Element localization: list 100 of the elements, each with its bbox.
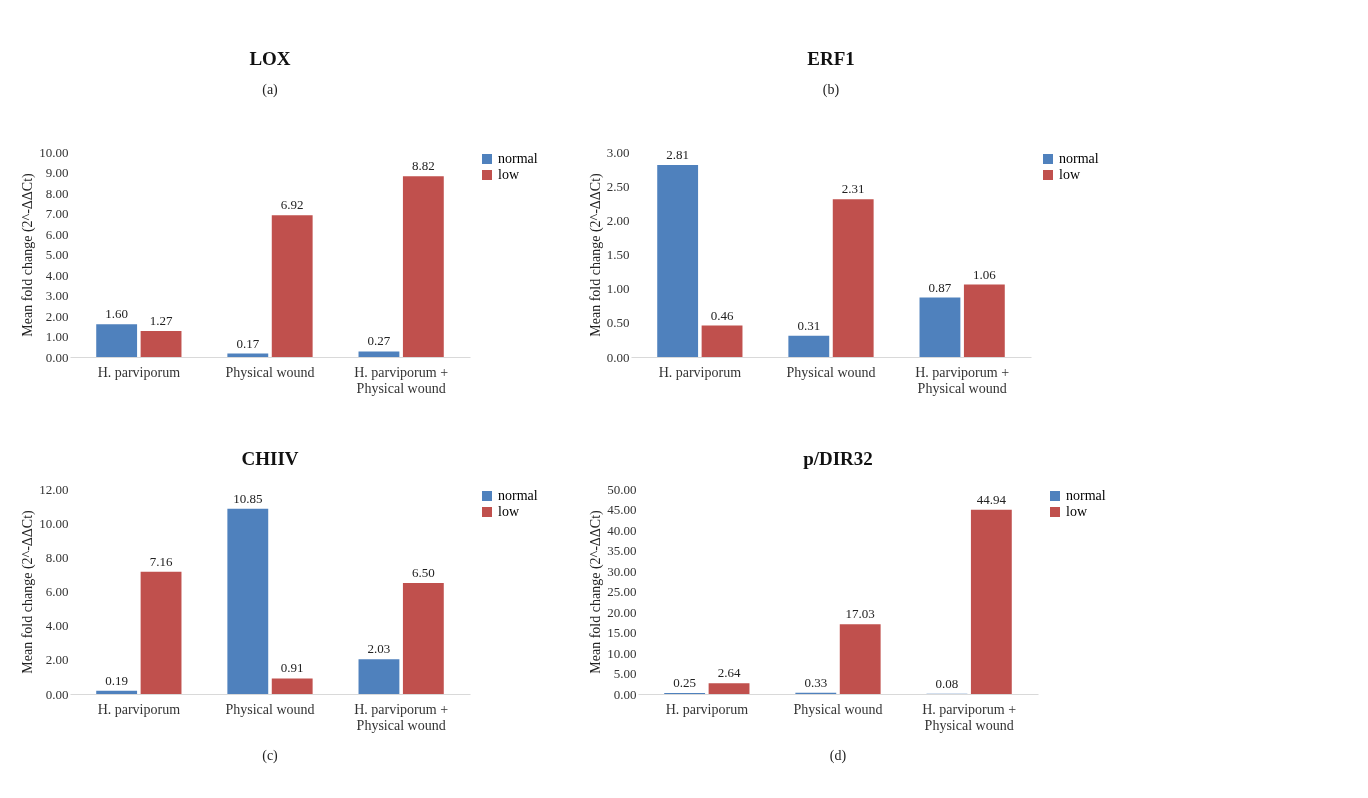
data-label: 1.27 [149,312,173,328]
y-tick-label: 1.00 [45,329,69,344]
data-label: 1.06 [972,266,997,282]
y-tick-label: 20.00 [607,604,637,620]
y-tick-label: 2.00 [45,652,69,668]
legend-label: low [1066,504,1088,519]
bar [227,508,269,694]
y-tick-label: 9.00 [45,165,69,180]
y-tick-label: 15.00 [607,625,637,640]
x-tick-label: H. parviporum + Physical wound [354,701,449,733]
bar [358,351,400,357]
data-label: 0.87 [928,279,952,295]
y-tick-label: 8.00 [45,185,69,201]
data-label: 8.82 [411,158,435,174]
y-tick-label: 12.00 [39,481,69,497]
x-tick-label: Physical wound [225,701,315,717]
bar [701,325,743,357]
data-label: 7.16 [149,553,173,569]
x-tick-label: H. parviporum + Physical wound [354,364,449,396]
bar [96,690,138,694]
data-label: 1.60 [105,306,129,322]
y-tick-label: 10.00 [39,515,69,531]
bar [402,176,444,357]
bar [271,678,313,694]
chart-title: p/DIR32 [803,448,873,469]
y-tick-label: 1.50 [606,247,630,262]
y-tick-label: 40.00 [607,522,637,538]
x-tick-label: Physical wound [786,364,876,380]
data-label: 0.27 [367,333,391,349]
data-label: 0.08 [935,675,959,691]
bar [832,199,874,357]
data-label: 0.91 [280,660,304,676]
y-axis-title: Mean fold change (2^-ΔΔCt) [20,509,37,674]
y-axis-title: Mean fold change (2^-ΔΔCt) [587,172,604,337]
chart-title: LOX [249,48,291,69]
text: (a) [262,82,279,98]
bar [140,330,182,357]
x-tick-label: H. parviporum [97,364,181,380]
y-tick-label: 2.00 [606,212,630,228]
y-tick-label: 3.00 [45,288,69,303]
y-tick-label: 4.00 [45,618,69,634]
data-label: 6.92 [280,197,304,213]
y-tick-label: 10.00 [607,645,637,661]
y-tick-label: 6.00 [45,584,69,599]
bar [839,624,881,694]
chart-title: ERF1 [807,48,855,69]
data-label: 0.33 [804,674,828,690]
legend-label: low [498,504,520,519]
bar [402,582,444,694]
bar [358,659,400,694]
text: (c) [262,748,279,764]
y-tick-label: 35.00 [607,543,637,558]
data-label: 44.94 [976,491,1007,507]
data-label: 17.03 [845,606,875,622]
y-tick-label: 3.00 [606,144,630,160]
y-tick-label: 4.00 [45,267,69,283]
bar [919,297,961,357]
y-tick-label: 25.00 [607,584,637,599]
data-label: 0.17 [236,335,260,351]
y-tick-label: 45.00 [607,502,637,517]
y-tick-label: 8.00 [45,549,69,565]
bar [963,284,1005,357]
data-label: 0.46 [710,307,734,323]
y-tick-label: 0.00 [613,686,637,702]
data-label: 2.31 [841,181,865,197]
x-tick-label: Physical wound [793,701,883,717]
bar [140,571,182,694]
data-label: 2.03 [367,641,391,657]
x-tick-label: H. parviporum [97,701,181,717]
y-tick-label: 7.00 [45,206,69,221]
data-label: 0.19 [105,672,129,688]
legend-label: normal [498,488,538,503]
y-tick-label: 50.00 [607,481,637,497]
data-label: 0.31 [797,317,821,333]
legend-label: low [1059,167,1081,182]
y-tick-label: 6.00 [45,226,69,242]
bar [657,164,699,357]
y-tick-label: 1.00 [606,281,630,297]
chart-title: CHIIV [241,448,299,469]
y-tick-label: 0.00 [45,686,69,702]
text: (d) [829,748,847,764]
y-axis-title: Mean fold change (2^-ΔΔCt) [20,172,37,337]
data-label: 2.81 [666,146,690,162]
y-tick-label: 2.00 [45,308,69,324]
y-tick-label: 5.00 [613,666,637,681]
y-tick-label: 30.00 [607,563,637,579]
legend-label: normal [498,151,538,166]
x-tick-label: H. parviporum [658,364,742,380]
y-axis-title: Mean fold change (2^-ΔΔCt) [588,509,605,674]
bar [96,324,138,357]
data-label: 10.85 [233,490,263,506]
bar [970,509,1012,694]
data-label: 2.64 [717,665,741,681]
y-tick-label: 0.00 [606,349,630,365]
data-label: 0.25 [673,674,697,690]
data-label: 6.50 [411,564,435,580]
bar [788,335,830,357]
x-tick-label: H. parviporum + Physical wound [922,701,1017,733]
y-tick-label: 2.50 [606,178,630,194]
legend-label: normal [1059,151,1099,166]
